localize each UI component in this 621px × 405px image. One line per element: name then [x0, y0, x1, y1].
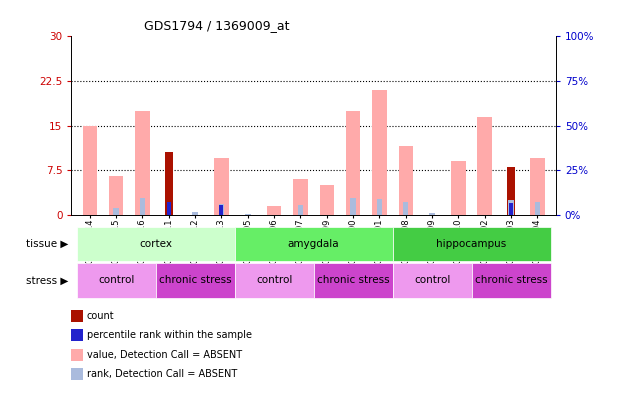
Bar [76, 227, 235, 261]
Bar [478, 117, 492, 215]
Bar [377, 198, 382, 215]
Bar [293, 179, 307, 215]
Text: percentile rank within the sample: percentile rank within the sample [87, 330, 252, 340]
Bar [235, 227, 392, 261]
Text: chronic stress: chronic stress [474, 275, 547, 286]
Bar [509, 200, 514, 215]
Bar [245, 214, 250, 215]
Text: control: control [414, 275, 450, 286]
Bar [165, 152, 173, 215]
Bar [114, 209, 119, 215]
Bar [314, 263, 392, 298]
Bar [219, 204, 224, 215]
Text: stress ▶: stress ▶ [26, 275, 68, 286]
Bar [83, 126, 97, 215]
Text: hippocampus: hippocampus [437, 239, 507, 249]
Text: rank, Detection Call = ABSENT: rank, Detection Call = ABSENT [87, 369, 237, 379]
Bar [403, 202, 409, 215]
Bar [156, 263, 235, 298]
Bar [350, 198, 356, 215]
Bar [451, 161, 466, 215]
Bar [76, 263, 156, 298]
Bar [471, 263, 551, 298]
Bar [235, 263, 314, 298]
Bar [372, 90, 387, 215]
Text: cortex: cortex [139, 239, 172, 249]
Bar [429, 213, 435, 215]
Bar [535, 202, 540, 215]
Bar [167, 202, 171, 215]
Bar [214, 158, 229, 215]
Bar [392, 227, 551, 261]
Bar [392, 263, 471, 298]
Text: amygdala: amygdala [288, 239, 340, 249]
Bar [135, 111, 150, 215]
Text: control: control [98, 275, 134, 286]
Bar [507, 167, 515, 215]
Bar [399, 146, 413, 215]
Text: chronic stress: chronic stress [317, 275, 389, 286]
Bar [109, 176, 124, 215]
Bar [267, 206, 281, 215]
Bar [530, 158, 545, 215]
Bar [140, 198, 145, 215]
Text: chronic stress: chronic stress [159, 275, 232, 286]
Bar [297, 205, 303, 215]
Text: control: control [256, 275, 292, 286]
Text: tissue ▶: tissue ▶ [26, 239, 68, 249]
Bar [509, 203, 513, 215]
Bar [320, 185, 334, 215]
Text: GDS1794 / 1369009_at: GDS1794 / 1369009_at [144, 19, 289, 32]
Bar [346, 111, 360, 215]
Bar [219, 205, 224, 215]
Text: count: count [87, 311, 114, 321]
Text: value, Detection Call = ABSENT: value, Detection Call = ABSENT [87, 350, 242, 360]
Bar [193, 212, 198, 215]
